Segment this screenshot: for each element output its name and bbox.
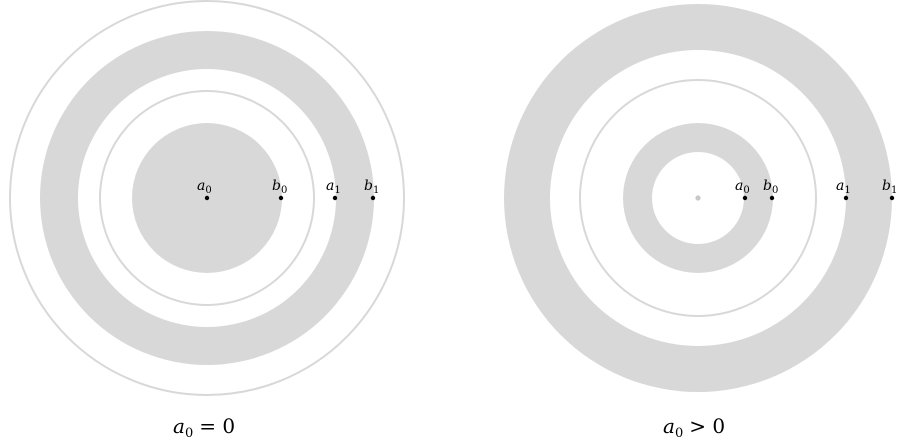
panel-left: a0 b0 a1 b1 a0 = 0 — [9, 0, 405, 441]
point-a1 — [332, 195, 338, 201]
label-b0: b0 — [763, 178, 778, 196]
label-a0: a0 — [197, 178, 212, 196]
panel-right: a0 b0 a1 b1 a0 > 0 — [504, 4, 897, 441]
point-a1 — [843, 195, 849, 201]
middle-boundary-circle — [579, 79, 817, 317]
point-a0 — [742, 195, 748, 201]
label-b0: b0 — [272, 178, 287, 196]
label-b1: b1 — [882, 178, 897, 196]
label-b1: b1 — [364, 178, 379, 196]
caption-left: a0 = 0 — [173, 414, 235, 441]
point-b0 — [769, 195, 775, 201]
label-a0: a0 — [735, 178, 750, 196]
point-b1 — [370, 195, 376, 201]
label-a1: a1 — [326, 178, 341, 196]
point-b0 — [278, 195, 284, 201]
point-a0 — [204, 195, 210, 201]
caption-right: a0 > 0 — [663, 414, 725, 441]
point-b1 — [889, 195, 895, 201]
label-a1: a1 — [836, 178, 851, 196]
middle-boundary-circle — [99, 90, 315, 306]
outer-boundary-circle — [9, 0, 405, 396]
center-point — [695, 195, 701, 201]
